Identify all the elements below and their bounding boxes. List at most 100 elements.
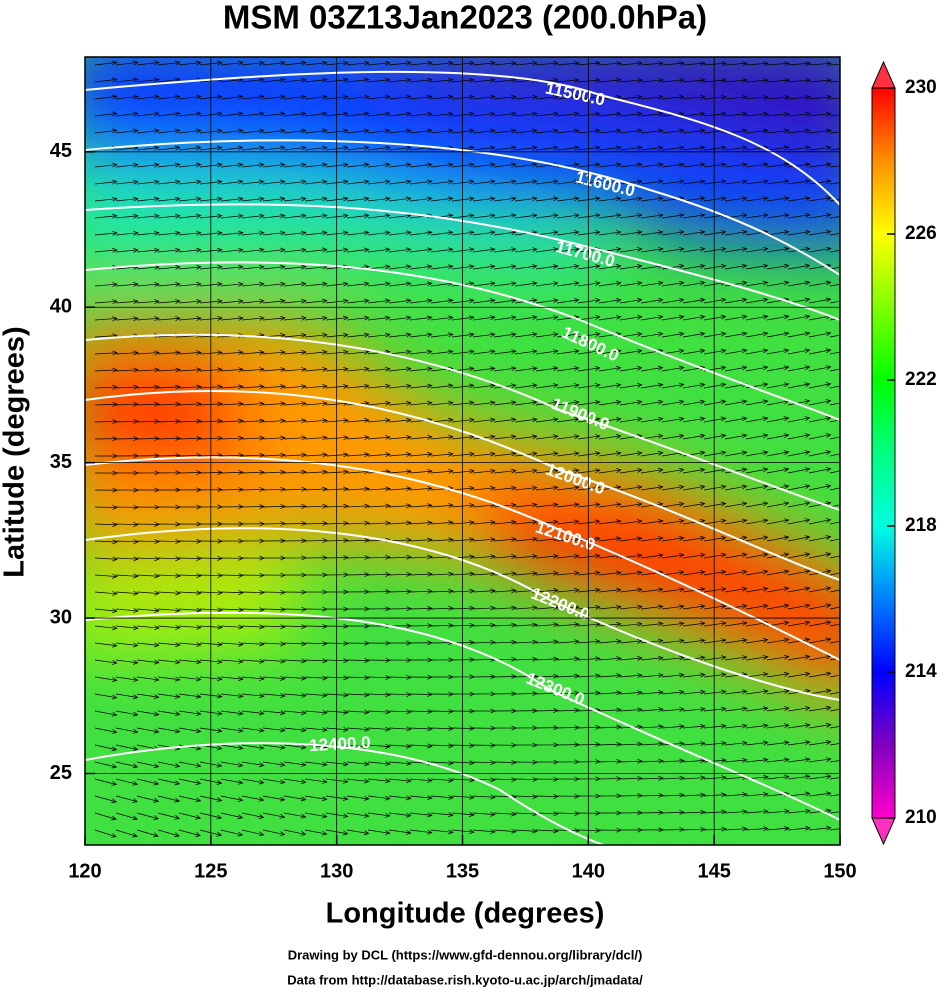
wind-arrow <box>367 366 391 372</box>
wind-arrow <box>619 621 643 627</box>
wind-arrow <box>598 196 622 202</box>
wind-arrow <box>724 792 748 798</box>
wind-arrow <box>808 78 832 83</box>
wind-arrow <box>472 315 496 321</box>
wind-arrow <box>178 196 202 202</box>
wind-arrow <box>115 282 139 287</box>
wind-arrow <box>829 351 840 355</box>
wind-arrow <box>745 94 769 100</box>
wind-arrow <box>493 332 517 338</box>
wind-arrow <box>241 744 265 750</box>
wind-arrow <box>220 264 244 270</box>
wind-arrow <box>829 63 840 66</box>
wind-arrow <box>766 314 790 321</box>
wind-arrow <box>808 791 832 797</box>
wind-arrow <box>493 400 517 406</box>
wind-arrow <box>745 791 769 797</box>
wind-arrow <box>283 367 307 372</box>
wind-arrow <box>619 485 643 491</box>
wind-arrow <box>556 742 580 748</box>
wind-arrow <box>514 485 538 491</box>
wind-arrow <box>661 145 685 151</box>
wind-arrow <box>514 656 538 662</box>
wind-arrow <box>94 419 118 424</box>
wind-arrow <box>556 196 580 202</box>
wind-arrow <box>493 264 517 270</box>
wind-arrow <box>808 212 832 219</box>
wind-arrow <box>388 196 412 202</box>
wind-arrow <box>367 589 391 595</box>
wind-arrow <box>661 94 685 100</box>
wind-arrow <box>535 60 559 66</box>
wind-arrow <box>346 128 370 134</box>
wind-arrow <box>703 501 727 508</box>
wind-arrow <box>535 179 559 185</box>
wind-arrow <box>451 571 475 577</box>
wind-arrow <box>283 503 307 509</box>
wind-arrow <box>745 128 769 134</box>
wind-arrow <box>640 297 664 304</box>
wind-arrow <box>535 725 559 731</box>
wind-arrow <box>430 812 454 818</box>
wind-arrow <box>619 61 643 66</box>
wind-arrow <box>262 111 286 117</box>
y-axis-label: Latitude (degrees) <box>0 326 31 577</box>
wind-arrow <box>640 230 664 236</box>
wind-arrow <box>766 365 790 372</box>
wind-arrow <box>241 213 265 219</box>
wind-arrow <box>157 94 181 100</box>
wind-arrow <box>577 570 601 576</box>
wind-arrow <box>220 111 244 117</box>
wind-arrow <box>808 722 832 729</box>
wind-arrow <box>514 349 538 355</box>
wind-arrow <box>787 705 811 712</box>
wind-arrow <box>388 503 412 509</box>
wind-arrow <box>136 111 160 117</box>
wind-arrow <box>766 246 790 253</box>
wind-arrow <box>472 230 496 236</box>
wind-arrow <box>661 638 685 644</box>
wind-arrow <box>409 554 433 560</box>
wind-arrow <box>115 556 139 562</box>
wind-arrow <box>241 367 265 373</box>
wind-arrow <box>682 331 706 338</box>
wind-arrow <box>262 401 286 407</box>
wind-arrow <box>556 502 580 508</box>
wind-arrow <box>619 536 643 542</box>
wind-arrow <box>661 570 685 576</box>
wind-arrow <box>598 434 622 440</box>
wind-arrow <box>430 777 454 783</box>
wind-arrow <box>283 761 307 767</box>
wind-arrow <box>556 553 580 559</box>
wind-arrow <box>115 316 139 322</box>
wind-arrow <box>493 179 517 185</box>
wind-arrow <box>619 638 643 644</box>
wind-arrow <box>472 264 496 270</box>
wind-arrow <box>640 365 664 372</box>
wind-arrow <box>661 518 685 525</box>
wind-arrow <box>535 315 559 321</box>
wind-arrow <box>304 60 328 66</box>
wind-arrow <box>94 247 118 253</box>
wind-arrow <box>745 77 769 83</box>
wind-arrow <box>472 434 496 440</box>
wind-arrow <box>745 723 769 729</box>
wind-arrow <box>577 179 601 185</box>
wind-arrow <box>178 179 202 185</box>
wind-arrow <box>115 128 139 134</box>
wind-arrow <box>577 331 601 338</box>
wind-arrow <box>535 298 559 304</box>
wind-arrow <box>136 453 160 459</box>
wind-arrow <box>514 708 538 714</box>
wind-arrow <box>136 145 160 151</box>
y-tick-label: 35 <box>50 451 72 473</box>
wind-arrow <box>493 162 517 168</box>
wind-arrow <box>514 400 538 406</box>
wind-arrow <box>262 213 286 219</box>
wind-arrow <box>703 94 727 100</box>
wind-arrow <box>829 182 840 185</box>
wind-arrow <box>493 366 517 372</box>
wind-arrow <box>556 264 580 270</box>
wind-arrow <box>283 538 307 544</box>
wind-arrow <box>346 709 370 715</box>
